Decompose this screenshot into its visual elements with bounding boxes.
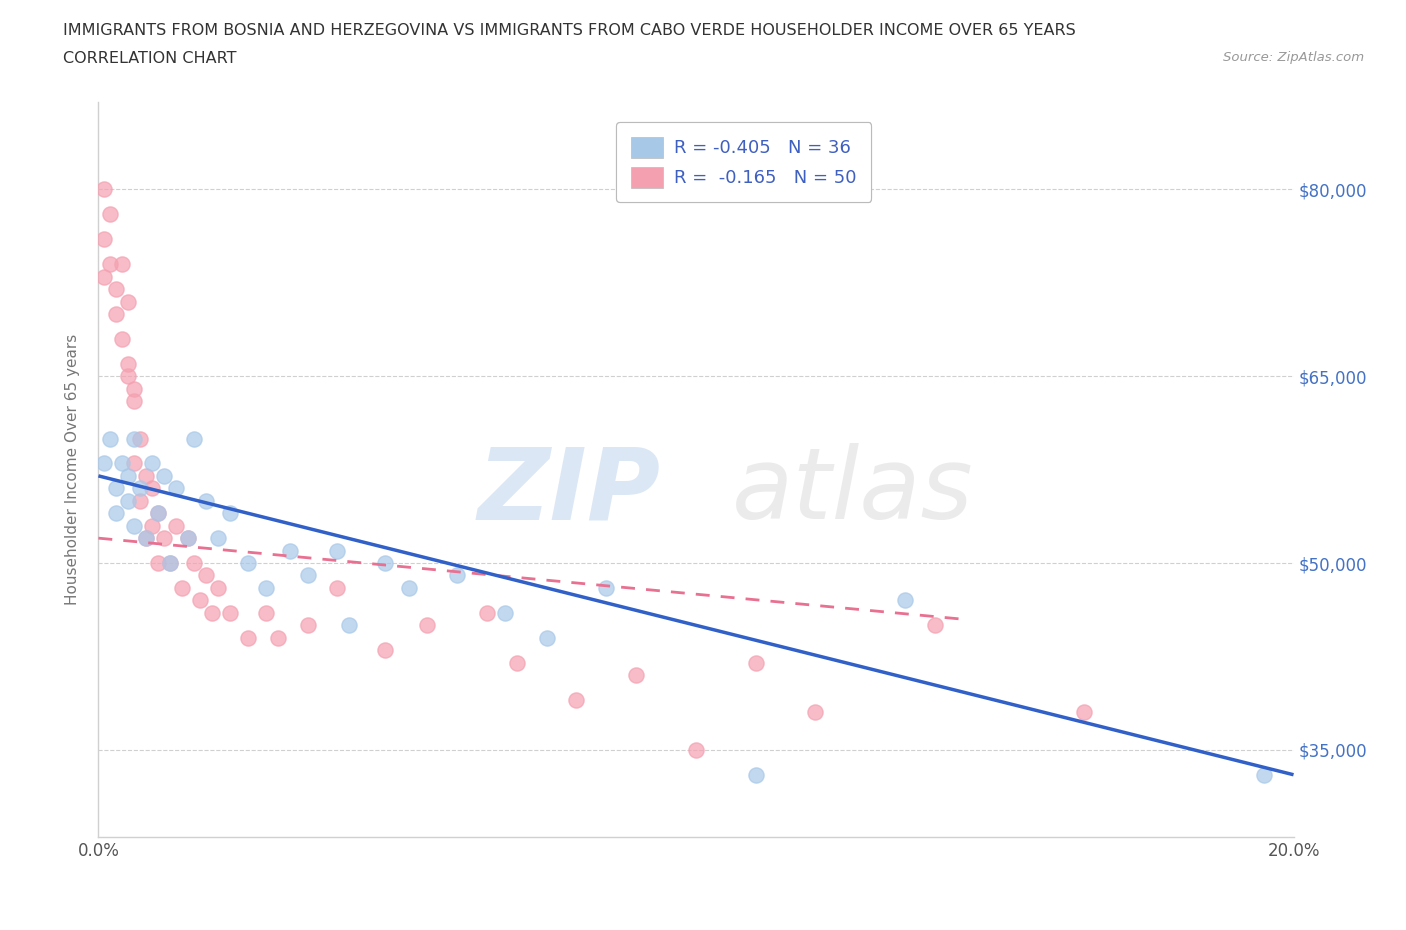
Point <box>297 568 319 583</box>
Point <box>117 369 139 384</box>
Point <box>135 469 157 484</box>
Point <box>745 767 768 782</box>
Point <box>894 593 917 608</box>
Point <box>148 506 170 521</box>
Point <box>685 742 707 757</box>
Point <box>148 506 170 521</box>
Point <box>153 531 176 546</box>
Point <box>93 269 115 284</box>
Point <box>745 656 768 671</box>
Point <box>159 555 181 570</box>
Point <box>278 543 301 558</box>
Point <box>207 531 229 546</box>
Point <box>93 232 115 246</box>
Text: Source: ZipAtlas.com: Source: ZipAtlas.com <box>1223 51 1364 64</box>
Point <box>374 643 396 658</box>
Point <box>626 668 648 683</box>
Point <box>141 456 163 471</box>
Point <box>374 555 396 570</box>
Point <box>124 518 146 533</box>
Point <box>129 432 152 446</box>
Legend: R = -0.405   N = 36, R =  -0.165   N = 50: R = -0.405 N = 36, R = -0.165 N = 50 <box>616 123 872 202</box>
Point <box>117 493 139 508</box>
Point <box>219 605 242 620</box>
Point <box>177 531 200 546</box>
Point <box>1073 705 1095 720</box>
Point <box>565 693 588 708</box>
Point <box>326 580 349 595</box>
Point <box>207 580 229 595</box>
Point <box>475 605 498 620</box>
Point <box>141 481 163 496</box>
Point <box>398 580 420 595</box>
Point <box>148 555 170 570</box>
Point <box>195 568 218 583</box>
Point <box>135 531 157 546</box>
Point <box>494 605 516 620</box>
Point <box>153 469 176 484</box>
Point <box>129 481 152 496</box>
Point <box>93 182 115 197</box>
Point <box>416 618 439 632</box>
Point <box>297 618 319 632</box>
Point <box>254 605 277 620</box>
Point <box>135 531 157 546</box>
Point <box>98 207 122 222</box>
Point <box>117 469 139 484</box>
Point <box>924 618 946 632</box>
Point <box>93 456 115 471</box>
Point <box>98 257 122 272</box>
Point <box>117 356 139 371</box>
Point <box>124 381 146 396</box>
Text: CORRELATION CHART: CORRELATION CHART <box>63 51 236 66</box>
Point <box>267 631 290 645</box>
Point <box>219 506 242 521</box>
Point <box>111 456 134 471</box>
Point <box>446 568 468 583</box>
Point <box>111 257 134 272</box>
Point <box>595 580 617 595</box>
Point <box>195 493 218 508</box>
Point <box>254 580 277 595</box>
Point <box>165 481 187 496</box>
Point <box>105 506 128 521</box>
Point <box>804 705 827 720</box>
Point <box>124 456 146 471</box>
Point <box>236 555 259 570</box>
Point <box>165 518 187 533</box>
Y-axis label: Householder Income Over 65 years: Householder Income Over 65 years <box>65 334 80 605</box>
Point <box>1253 767 1275 782</box>
Point <box>177 531 200 546</box>
Text: IMMIGRANTS FROM BOSNIA AND HERZEGOVINA VS IMMIGRANTS FROM CABO VERDE HOUSEHOLDER: IMMIGRANTS FROM BOSNIA AND HERZEGOVINA V… <box>63 23 1076 38</box>
Point <box>201 605 224 620</box>
Point <box>105 282 128 297</box>
Point <box>172 580 194 595</box>
Point <box>105 481 128 496</box>
Point <box>506 656 529 671</box>
Point <box>98 432 122 446</box>
Point <box>124 393 146 408</box>
Point <box>188 593 211 608</box>
Point <box>326 543 349 558</box>
Point <box>117 294 139 309</box>
Text: atlas: atlas <box>733 444 973 540</box>
Point <box>236 631 259 645</box>
Point <box>536 631 558 645</box>
Point <box>141 518 163 533</box>
Point <box>111 331 134 346</box>
Text: ZIP: ZIP <box>477 444 661 540</box>
Point <box>105 307 128 322</box>
Point <box>129 493 152 508</box>
Point <box>159 555 181 570</box>
Point <box>183 555 205 570</box>
Point <box>339 618 361 632</box>
Point <box>183 432 205 446</box>
Point <box>124 432 146 446</box>
